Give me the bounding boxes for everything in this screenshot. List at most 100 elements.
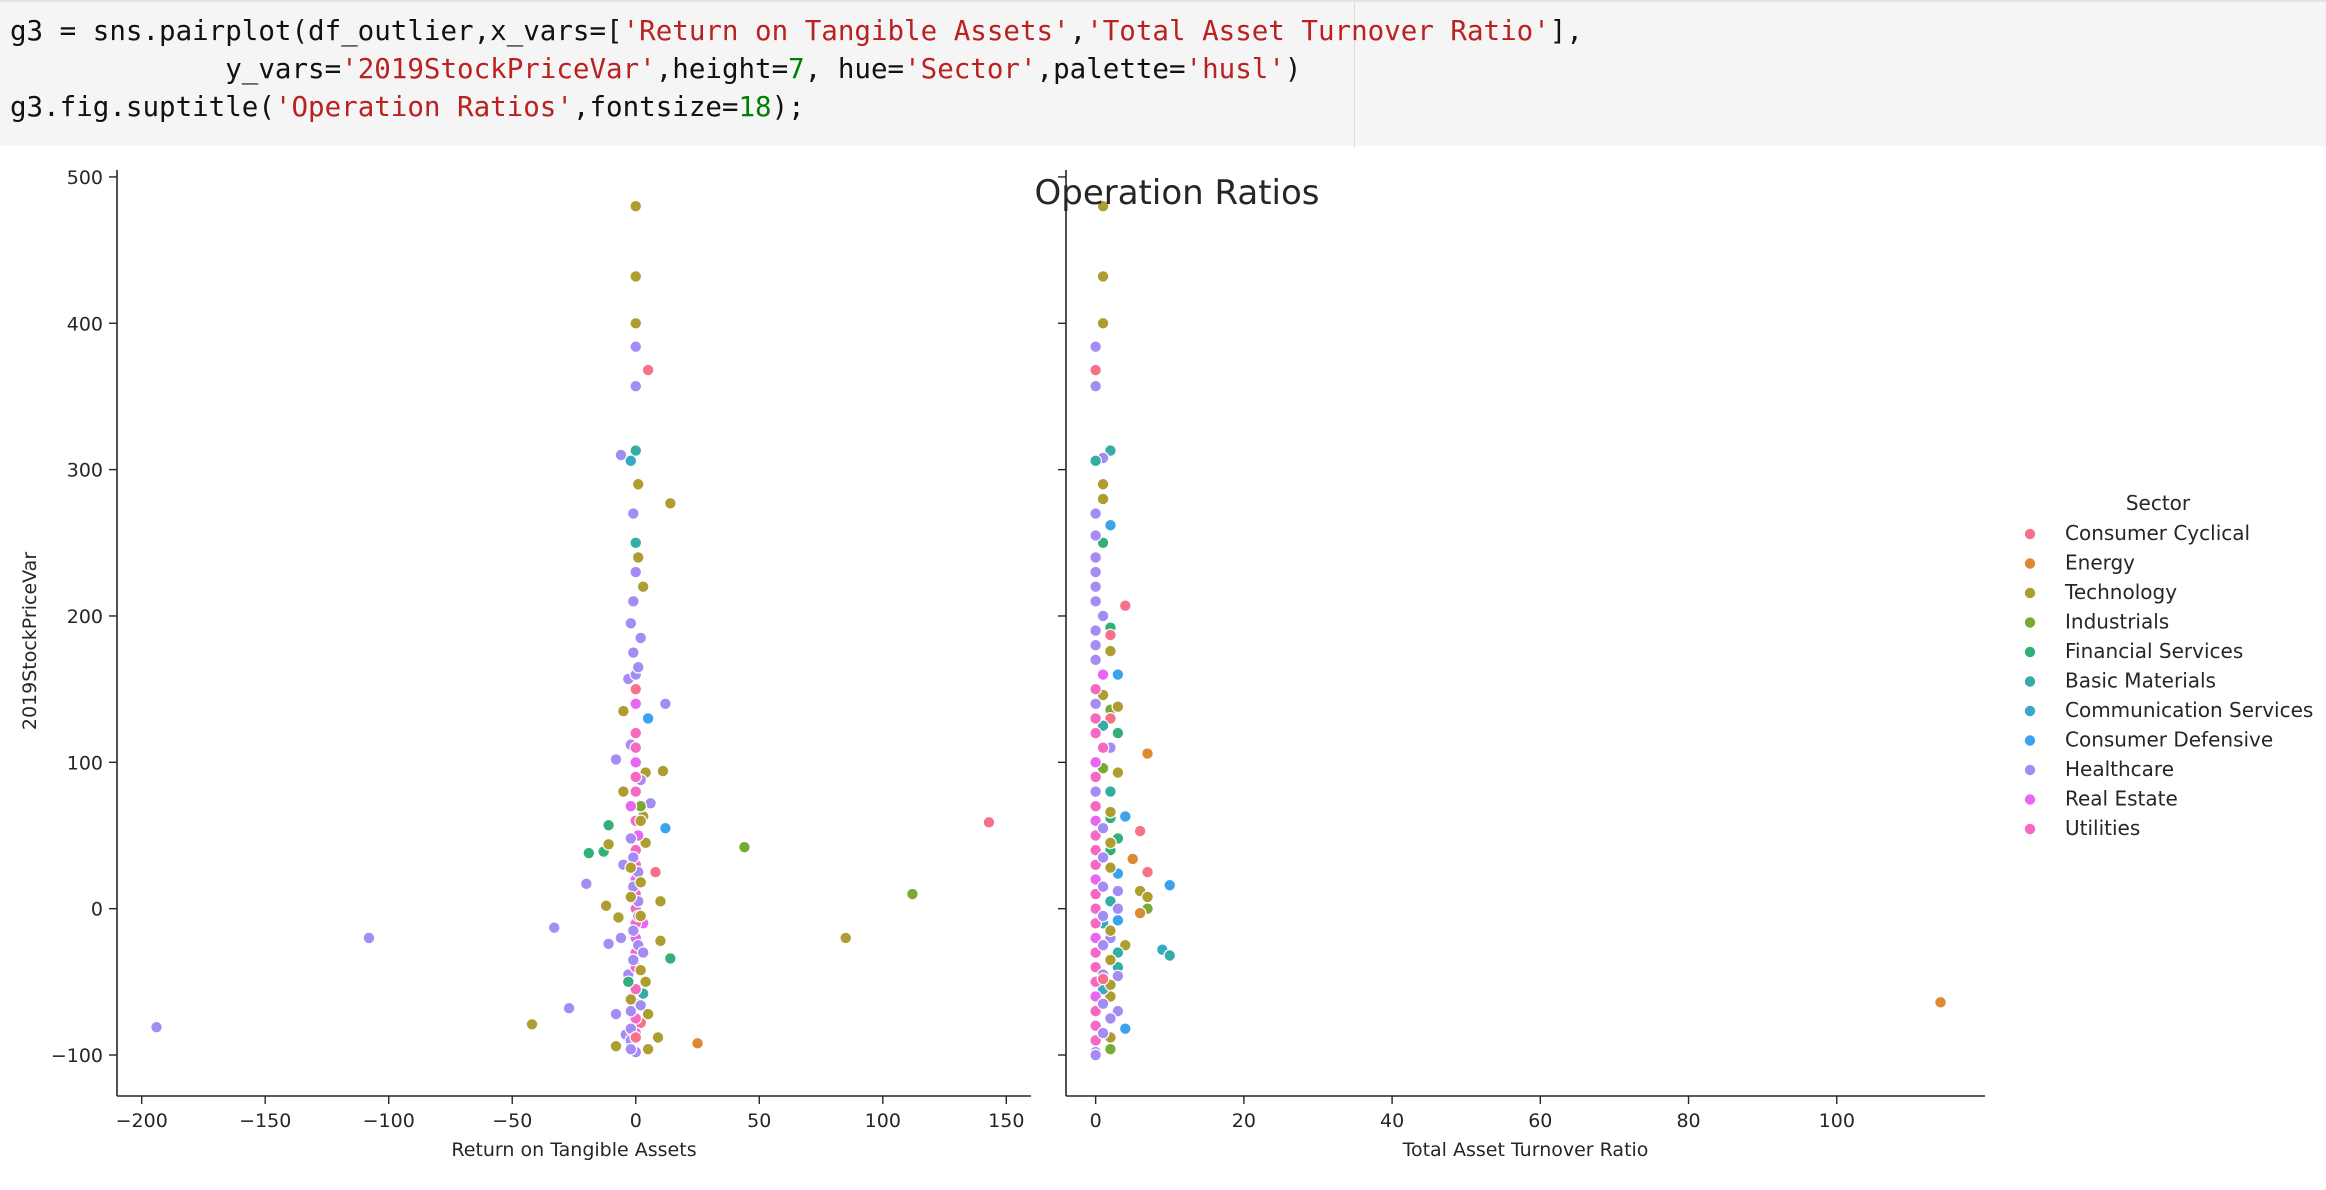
data-point [621, 975, 635, 989]
data-point [663, 496, 677, 510]
legend-label: Communication Services [2065, 698, 2313, 722]
data-point [636, 580, 650, 594]
data-point [1089, 770, 1103, 784]
data-point [624, 1042, 638, 1056]
data-point [654, 934, 667, 948]
y-tick-label: 500 [67, 167, 103, 189]
legend-label: Technology [2064, 580, 2177, 604]
data-point [579, 877, 593, 891]
legend-label: Consumer Cyclical [2065, 521, 2250, 545]
legend-label: Real Estate [2065, 787, 2178, 811]
x-axis-label: Total Asset Turnover Ratio [1402, 1139, 1649, 1161]
data-point [1096, 316, 1110, 330]
data-point [654, 894, 667, 908]
code-line-2: y_vars='2019StockPriceVar',height=7, hue… [10, 53, 1302, 85]
data-point [1126, 852, 1140, 866]
data-point [656, 764, 670, 778]
data-point [626, 924, 640, 938]
data-point [629, 379, 643, 393]
data-point [1089, 363, 1103, 377]
data-point [547, 921, 561, 935]
data-point [1163, 949, 1177, 962]
x-tick-label: 40 [1380, 1110, 1404, 1132]
data-point [629, 536, 643, 550]
data-point [634, 963, 648, 977]
data-point [629, 565, 643, 579]
data-point [1096, 1026, 1110, 1040]
data-point [634, 814, 648, 828]
data-point [617, 704, 630, 718]
data-point [629, 340, 643, 354]
x-tick-label: −150 [239, 1110, 291, 1132]
legend-label: Utilities [2065, 816, 2140, 840]
data-point [1111, 700, 1125, 714]
data-point [1133, 906, 1147, 920]
data-point [641, 1042, 655, 1056]
data-point [634, 875, 648, 889]
data-point [1163, 878, 1177, 892]
data-point [624, 799, 638, 813]
data-point [1096, 270, 1110, 283]
data-point [1089, 785, 1103, 798]
data-point [629, 697, 643, 711]
legend-marker [2023, 645, 2037, 659]
legend-marker [2023, 557, 2037, 570]
data-point [1111, 884, 1125, 898]
x-tick-label: 100 [865, 1110, 901, 1132]
code-cell[interactable]: g3 = sns.pairplot(df_outlier,x_vars=['Re… [0, 0, 2326, 148]
data-point [631, 551, 645, 564]
y-axis-label: 2019StockPriceVar [19, 552, 41, 730]
data-point [626, 594, 640, 608]
data-point [629, 1031, 643, 1044]
x-tick-label: 20 [1232, 1110, 1256, 1132]
legend: Sector Consumer Cyclical Energy Technology I… [2023, 491, 2313, 840]
data-point [1104, 953, 1117, 967]
data-point [659, 697, 672, 711]
data-point [651, 1031, 665, 1044]
data-point [602, 837, 615, 851]
data-point [624, 1004, 638, 1018]
data-point [626, 646, 640, 659]
data-point [1089, 551, 1103, 564]
data-point [609, 1039, 623, 1053]
x-tick-label: −100 [363, 1110, 415, 1132]
data-point [1118, 599, 1132, 613]
data-point [626, 507, 640, 520]
data-point [649, 865, 662, 879]
data-point [1104, 628, 1117, 642]
data-point [1096, 609, 1110, 623]
data-point [634, 631, 648, 645]
legend-marker [2023, 822, 2037, 836]
data-point [629, 199, 643, 213]
data-point [624, 832, 638, 845]
x-tick-label: 50 [747, 1110, 771, 1132]
data-point [634, 998, 648, 1012]
data-point [629, 316, 643, 330]
y-tick-label: 100 [67, 752, 103, 774]
data-point [1111, 969, 1125, 983]
data-point [629, 726, 643, 740]
data-point [1089, 340, 1103, 354]
data-point [1104, 644, 1117, 658]
data-point [982, 815, 996, 829]
data-point [1096, 741, 1110, 755]
data-point [1096, 909, 1110, 923]
data-point [659, 821, 672, 835]
data-point [617, 785, 630, 798]
data-point [906, 887, 919, 901]
data-point [1089, 624, 1103, 638]
data-point [609, 752, 623, 766]
legend-label: Industrials [2065, 610, 2169, 634]
data-point [614, 448, 628, 462]
legend-marker [2023, 763, 2037, 777]
data-point [629, 270, 643, 283]
legend-marker [2023, 586, 2037, 600]
data-point [641, 712, 655, 725]
data-point [629, 785, 643, 798]
data-point [629, 444, 643, 458]
data-point [1096, 477, 1110, 491]
data-point [629, 755, 643, 769]
data-point [1089, 594, 1103, 608]
data-point [631, 660, 645, 674]
data-point [1089, 529, 1103, 542]
